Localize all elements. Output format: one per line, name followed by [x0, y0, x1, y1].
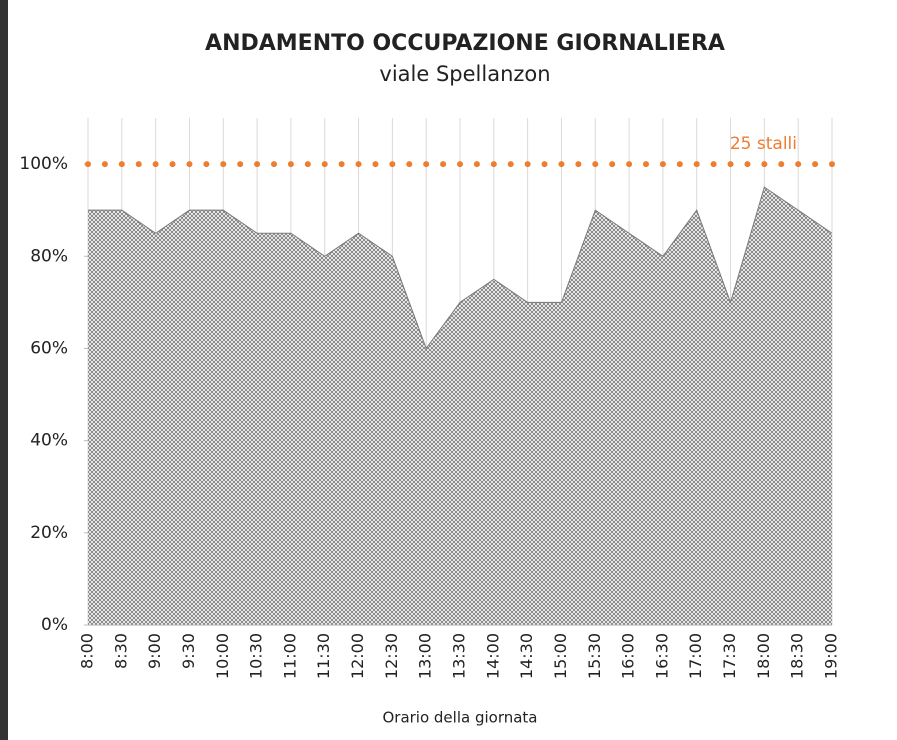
y-tick-label: 40%	[30, 431, 68, 451]
chart-title: ANDAMENTO OCCUPAZIONE GIORNALIERA	[205, 31, 725, 56]
x-tick-label: 14:30	[517, 633, 536, 679]
x-tick-label: 10:30	[247, 633, 266, 679]
x-tick-label: 13:00	[416, 633, 435, 679]
x-tick-label: 8:00	[78, 633, 97, 669]
reference-label: 25 stalli	[730, 134, 797, 154]
x-tick-label: 14:00	[483, 633, 502, 679]
x-tick-label: 18:30	[788, 633, 807, 679]
y-tick-label: 0%	[41, 615, 68, 635]
area	[88, 187, 832, 626]
x-tick-label: 11:30	[314, 633, 333, 679]
x-tick-label: 8:30	[111, 633, 130, 669]
x-tick-label: 13:30	[450, 633, 469, 679]
x-tick-label: 16:30	[652, 633, 671, 679]
x-tick-label: 12:00	[348, 633, 367, 679]
background-edge	[0, 0, 8, 740]
y-tick-label: 20%	[30, 523, 68, 543]
y-tick-label: 60%	[30, 338, 68, 358]
x-tick-label: 17:00	[686, 633, 705, 679]
x-tick-label: 17:30	[720, 633, 739, 679]
chart-subtitle: viale Spellanzon	[379, 62, 550, 86]
x-tick-label: 16:00	[619, 633, 638, 679]
x-tick-label: 15:30	[585, 633, 604, 679]
x-tick-label: 19:00	[822, 633, 841, 679]
y-tick-label: 80%	[30, 246, 68, 266]
x-tick-label: 11:00	[280, 633, 299, 679]
x-axis-title: Orario della giornata	[382, 709, 537, 727]
x-tick-label: 12:30	[382, 633, 401, 679]
x-tick-label: 10:00	[213, 633, 232, 679]
x-tick-label: 18:00	[754, 633, 773, 679]
x-tick-label: 9:00	[145, 633, 164, 669]
area-outline	[88, 186, 833, 350]
y-tick-label: 100%	[19, 154, 68, 174]
x-tick-label: 9:30	[179, 633, 198, 669]
x-tick-label: 15:00	[551, 633, 570, 679]
